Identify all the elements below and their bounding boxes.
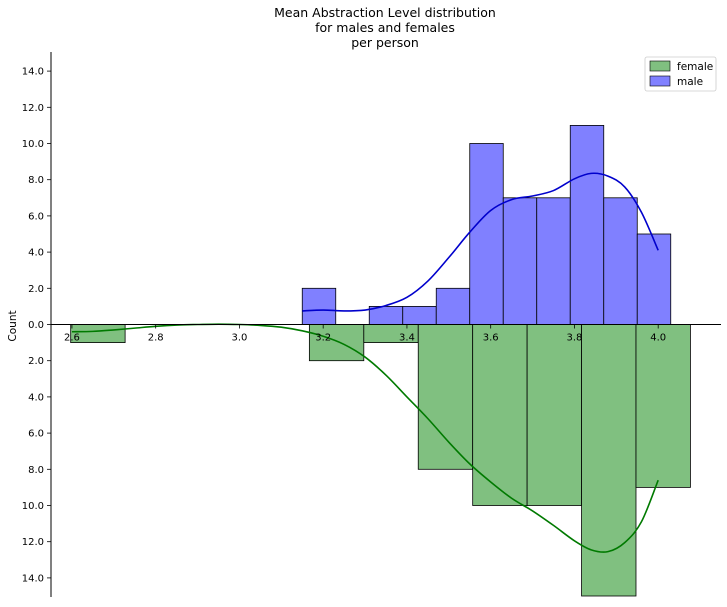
female-bar	[417, 324, 474, 470]
y-tick-label: 4.0	[28, 392, 44, 403]
male-bar	[469, 143, 504, 325]
male-bars	[301, 125, 672, 325]
y-tick-label: 0.0	[28, 320, 44, 331]
x-tick-label: 4.0	[650, 333, 666, 344]
chart-title-line-3: per person	[351, 35, 419, 50]
y-tick-label: 12.0	[22, 537, 44, 548]
male-bar	[636, 233, 672, 325]
y-tick-label: 2.0	[28, 356, 44, 367]
chart-title-line-2: for males and females	[315, 20, 455, 35]
chart-title: Mean Abstraction Level distribution for …	[274, 5, 496, 50]
male-bar	[569, 125, 605, 325]
y-tick-label: 14.0	[22, 67, 44, 78]
male-bar	[603, 197, 638, 325]
male-bar	[536, 197, 571, 325]
y-axis-label: Count	[7, 310, 19, 341]
y-tick-label: 6.0	[28, 211, 44, 222]
chart-title-line-1: Mean Abstraction Level distribution	[274, 5, 496, 20]
female-kde-line	[71, 323, 659, 553]
legend: female male	[644, 56, 717, 92]
y-tick-label: 2.0	[28, 284, 44, 295]
male-bar	[502, 197, 538, 325]
x-tick-label: 2.6	[64, 333, 80, 344]
legend-swatch-male	[649, 75, 671, 87]
y-axis-ticks: 14.0 12.0 10.0 8.0 6.0 4.0 2.0 0.0 2.0 4.0 6.0 8.0 1…	[22, 67, 51, 584]
female-bar	[526, 324, 582, 506]
female-bar	[635, 324, 691, 488]
y-tick-label: 6.0	[28, 429, 44, 440]
y-tick-label: 8.0	[28, 175, 44, 186]
x-tick-label: 2.8	[148, 333, 164, 344]
y-tick-label: 14.0	[22, 573, 44, 584]
female-bar	[472, 324, 528, 506]
female-bar	[308, 324, 365, 362]
female-bar	[581, 324, 637, 597]
male-bar	[402, 305, 437, 325]
y-tick-label: 8.0	[28, 465, 44, 476]
male-kde-line	[302, 172, 659, 312]
x-tick-label: 3.6	[483, 333, 499, 344]
x-axis-ticks: 2.6 2.8 3.0 3.2 3.4 3.6 3.8 4.0	[64, 324, 666, 344]
x-tick-label: 3.0	[231, 333, 247, 344]
y-tick-label: 10.0	[22, 139, 44, 150]
male-bar	[435, 287, 471, 325]
y-tick-label: 12.0	[22, 103, 44, 114]
x-tick-label: 3.8	[566, 333, 582, 344]
legend-label-female: female	[677, 61, 713, 73]
x-tick-label: 3.2	[315, 333, 331, 344]
kde-lines	[71, 172, 659, 553]
male-bar	[301, 287, 337, 325]
female-bars	[70, 324, 691, 597]
legend-swatch-female	[649, 60, 671, 72]
x-tick-label: 3.4	[399, 333, 415, 344]
y-tick-label: 10.0	[22, 501, 44, 512]
y-tick-label: 4.0	[28, 248, 44, 259]
legend-label-male: male	[677, 76, 703, 88]
